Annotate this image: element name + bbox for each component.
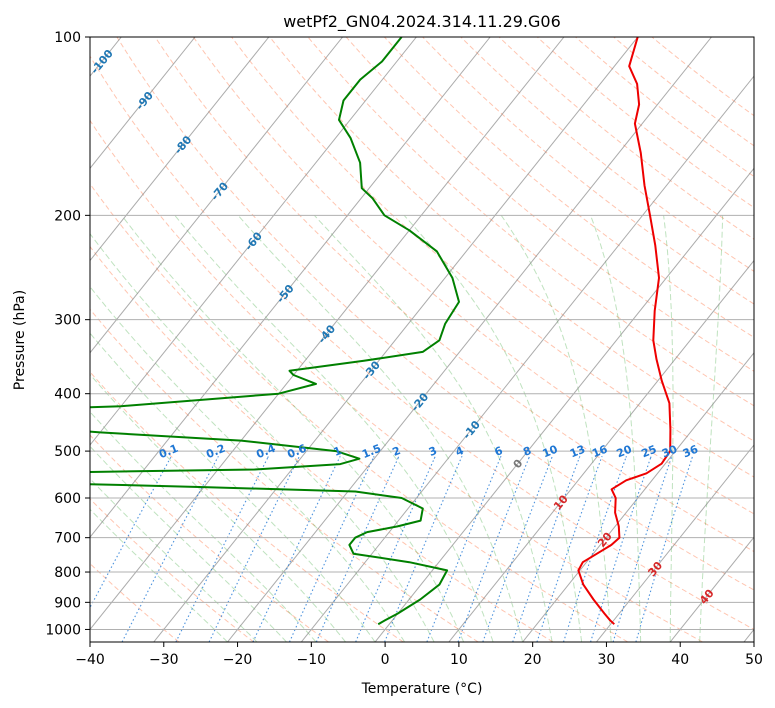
- isotherm-line: [90, 37, 344, 354]
- dry-adiabat-line: [231, 37, 754, 478]
- moist-adiabat-line: [90, 411, 317, 642]
- dry-adiabat-line: [345, 37, 754, 372]
- mixing-ratio-label: 1: [332, 444, 344, 459]
- dry-adiabat-line: [90, 562, 180, 642]
- y-tick-label: 200: [54, 208, 81, 224]
- isotherm-line: [90, 37, 196, 170]
- moist-adiabat-line: [313, 214, 553, 642]
- dry-adiabat-line: [90, 498, 255, 642]
- moist-adiabat-line: [90, 508, 228, 642]
- x-tick-label: 0: [381, 652, 390, 668]
- mixing-ratio-label: 30: [660, 442, 679, 460]
- moist-adiabat-line: [174, 214, 494, 642]
- isotherm-line: [596, 444, 754, 642]
- mixing-ratio-line: [457, 455, 531, 642]
- moist-adiabat-line: [90, 445, 287, 642]
- x-tick-label: 10: [450, 652, 468, 668]
- moist-adiabat-line: [237, 214, 524, 642]
- mixing-ratio-label: 36: [681, 442, 700, 460]
- mixing-ratio-label: 10: [541, 442, 560, 460]
- isotherm-line: [669, 536, 754, 642]
- y-tick-label: 600: [54, 491, 81, 507]
- isotherm-line: [90, 37, 270, 262]
- mixing-ratio-label: 13: [568, 443, 587, 461]
- moist-adiabat-line: [90, 478, 258, 642]
- moist-adiabat-line: [699, 215, 724, 642]
- dewpoint-profile-line: [90, 37, 460, 626]
- temperature-profile-line: [577, 37, 672, 625]
- moist-adiabat-line: [590, 215, 642, 642]
- y-tick-label: 800: [54, 565, 81, 581]
- isotherm-line: [522, 351, 754, 642]
- mixing-ratio-label: 2: [390, 444, 402, 459]
- mixing-ratio-line: [175, 455, 269, 642]
- isotherm-line: [90, 37, 491, 539]
- moist-adiabat-line: [663, 215, 674, 642]
- mixing-ratio-line: [426, 455, 502, 642]
- y-tick-label: 100: [54, 30, 81, 46]
- mixing-ratio-line: [612, 456, 673, 642]
- plot-frame: [89, 36, 755, 643]
- mixing-ratio-label: 16: [590, 442, 609, 460]
- x-tick-label: 50: [745, 652, 763, 668]
- contour-label-layer: -100-90-80-70-60-50-40-30-20-10010203040…: [88, 47, 717, 607]
- y-tick-label: 900: [54, 595, 81, 611]
- mixing-ratio-label: 3: [427, 444, 439, 459]
- isotherm-line: [90, 37, 565, 631]
- mixing-ratio-label: 8: [521, 444, 533, 459]
- mixing-ratio-line: [590, 456, 652, 642]
- y-tick-label: 400: [54, 387, 81, 403]
- isotherm-line: [90, 37, 417, 446]
- mixing-ratio-line: [562, 456, 627, 642]
- x-axis-title: Temperature (°C): [361, 681, 483, 697]
- moist-adiabat-line: [90, 285, 406, 642]
- mixing-ratio-line: [536, 455, 603, 642]
- chart-title: wetPf2_GN04.2024.314.11.29.G06: [283, 12, 561, 32]
- dry-adiabat-line: [154, 37, 754, 553]
- x-tick-label: −10: [297, 652, 327, 668]
- mixing-ratio-label: 25: [639, 443, 658, 461]
- y-tick-label: 1000: [45, 622, 81, 638]
- axes-layer: −40 −30 −20 −10 0 10 20 30 40 50 1000 900 800 700 600 5…: [45, 30, 763, 668]
- y-axis-title: Pressure (hPa): [12, 290, 28, 390]
- y-tick-label: 300: [54, 313, 81, 329]
- dry-adiabat-line: [116, 37, 754, 591]
- dry-adiabat-line: [90, 308, 479, 642]
- x-tick-label: 20: [524, 652, 542, 668]
- x-tick-label: −30: [149, 652, 179, 668]
- mixing-ratio-line: [90, 455, 172, 609]
- dry-adiabat-line: [90, 182, 629, 642]
- moist-adiabat-line: [90, 332, 376, 642]
- x-tick-label: 30: [598, 652, 616, 668]
- y-tick-label: 500: [54, 444, 81, 460]
- moist-adiabat-line: [90, 232, 435, 642]
- dry-adiabat-line: [384, 37, 754, 338]
- mixing-ratio-label: 20: [615, 442, 634, 460]
- moist-adiabat-line: [500, 215, 612, 642]
- dry-adiabat-line: [90, 371, 404, 642]
- x-tick-label: −40: [75, 652, 105, 668]
- dry-adiabat-line: [90, 245, 554, 642]
- x-tick-label: −20: [223, 652, 253, 668]
- moist-adiabat-line: [121, 215, 465, 642]
- mixing-ratio-line: [482, 455, 553, 642]
- isotherm-line: [448, 259, 754, 642]
- isotherm-line: [300, 75, 754, 642]
- isotherm-line: [153, 37, 639, 642]
- mixing-ratio-line: [355, 455, 436, 642]
- mixing-ratio-line: [635, 456, 694, 642]
- x-tick-label: 40: [671, 652, 689, 668]
- mixing-ratio-line: [512, 455, 581, 642]
- background-lines: [90, 37, 754, 642]
- isotherm-line: [227, 37, 712, 642]
- isotherm-line: [374, 167, 754, 642]
- y-tick-label: 700: [54, 531, 81, 547]
- dry-adiabat-line: [90, 119, 703, 642]
- moist-adiabat-line: [90, 373, 346, 642]
- series-layer: [90, 37, 672, 626]
- moist-adiabat-line: [403, 214, 583, 642]
